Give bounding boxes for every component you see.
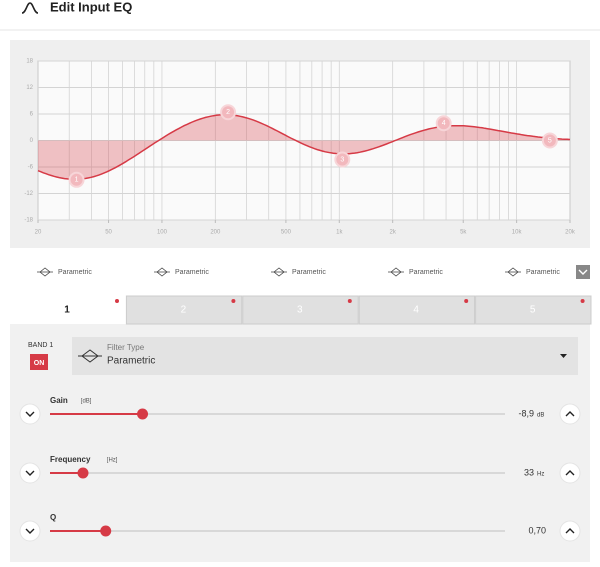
filter-name[interactable]: Parametric <box>58 269 92 276</box>
filter-type-select[interactable] <box>72 337 578 375</box>
band-node-label: 3 <box>340 156 344 163</box>
page-title: Edit Input EQ <box>50 0 132 14</box>
increase-button[interactable] <box>559 403 581 425</box>
band-node[interactable] <box>68 171 85 188</box>
tab-indicator <box>231 299 236 303</box>
band-label: BAND 1 <box>28 342 53 349</box>
y-tick-label: 12 <box>26 85 33 91</box>
param-unit: Hz <box>537 472 544 478</box>
tab-label: 2 <box>181 305 187 316</box>
y-tick-label: 0 <box>30 138 34 144</box>
tab[interactable] <box>358 295 476 325</box>
x-tick-label: 1k <box>336 230 343 236</box>
expand-icon <box>578 269 588 275</box>
param-name: Gain <box>50 396 68 405</box>
band-node-label: 5 <box>548 137 552 144</box>
chevron <box>25 470 35 476</box>
x-tick-label: 200 <box>210 230 221 236</box>
filter-icon <box>505 267 521 277</box>
param-name: Frequency <box>50 455 91 464</box>
band-node-label: 1 <box>75 177 79 184</box>
band-node[interactable] <box>220 104 237 121</box>
param-unit-tag: [Hz] <box>107 458 118 464</box>
chevron <box>565 411 575 417</box>
x-tick-label: 100 <box>157 230 168 236</box>
filter-name[interactable]: Parametric <box>526 269 560 276</box>
filter-type-value: Parametric <box>107 356 155 367</box>
x-tick-label: 5k <box>460 230 467 236</box>
param-name: Q <box>50 513 56 522</box>
x-tick-label: 2k <box>389 230 396 236</box>
band-node-label: 2 <box>226 109 230 116</box>
tab-indicator <box>580 299 585 303</box>
tab-indicator <box>115 299 119 303</box>
y-tick-label: -18 <box>24 218 33 224</box>
filter-type-label: Filter Type <box>107 343 145 352</box>
on-toggle[interactable] <box>30 354 48 370</box>
filter-name[interactable]: Parametric <box>175 269 209 276</box>
tab[interactable] <box>242 295 359 325</box>
filter-name[interactable]: Parametric <box>292 269 326 276</box>
y-tick-label: 6 <box>30 112 34 118</box>
band-node-label: 4 <box>442 120 446 127</box>
x-tick-label: 10k <box>512 230 523 236</box>
chevron <box>25 411 35 417</box>
eq-icon <box>21 2 39 14</box>
decrease-button[interactable] <box>19 462 41 484</box>
chevron <box>565 528 575 534</box>
decrease-button[interactable] <box>19 403 41 425</box>
on-label: ON <box>34 360 45 367</box>
increase-button[interactable] <box>559 520 581 542</box>
band-node[interactable] <box>435 115 452 132</box>
filter-icon <box>388 267 404 277</box>
response-fill <box>38 114 570 180</box>
param-value: 0,70 <box>528 525 546 535</box>
expand-button[interactable] <box>576 265 590 279</box>
x-tick-label: 20 <box>35 230 42 236</box>
band-node[interactable] <box>541 132 558 149</box>
param-value: 33 <box>524 467 534 477</box>
decrease-button[interactable] <box>19 520 41 542</box>
band-node[interactable] <box>334 151 351 168</box>
tab-active[interactable] <box>10 296 126 324</box>
y-tick-label: -6 <box>28 165 34 171</box>
param-unit: dB <box>537 413 544 419</box>
tab-indicator <box>347 299 352 303</box>
filter-icon <box>154 267 170 277</box>
param-value: -8,9 <box>518 408 534 418</box>
y-tick-label: 18 <box>26 59 33 65</box>
tab[interactable] <box>475 295 592 325</box>
x-tick-label: 20k <box>565 230 576 236</box>
tab-label: 5 <box>530 305 536 316</box>
tab-label: 4 <box>413 305 419 316</box>
dropdown-caret <box>560 354 567 358</box>
y-tick-label: -12 <box>24 191 33 197</box>
slider-thumb[interactable] <box>100 525 112 537</box>
slider-thumb[interactable] <box>137 408 149 420</box>
filter-icon <box>78 349 102 363</box>
tab[interactable] <box>125 295 243 325</box>
filter-icon <box>271 267 287 277</box>
x-tick-label: 500 <box>281 230 292 236</box>
filter-name[interactable]: Parametric <box>409 269 443 276</box>
increase-button[interactable] <box>559 462 581 484</box>
chevron <box>25 528 35 534</box>
x-tick-label: 50 <box>105 230 112 236</box>
chevron <box>565 470 575 476</box>
tab-label: 1 <box>64 305 70 316</box>
response-curve <box>37 114 571 181</box>
tab-indicator <box>464 299 469 303</box>
slider-thumb[interactable] <box>77 467 89 479</box>
param-unit-tag: [dB] <box>81 399 92 405</box>
tab-label: 3 <box>297 305 303 316</box>
filter-icon <box>37 267 53 277</box>
